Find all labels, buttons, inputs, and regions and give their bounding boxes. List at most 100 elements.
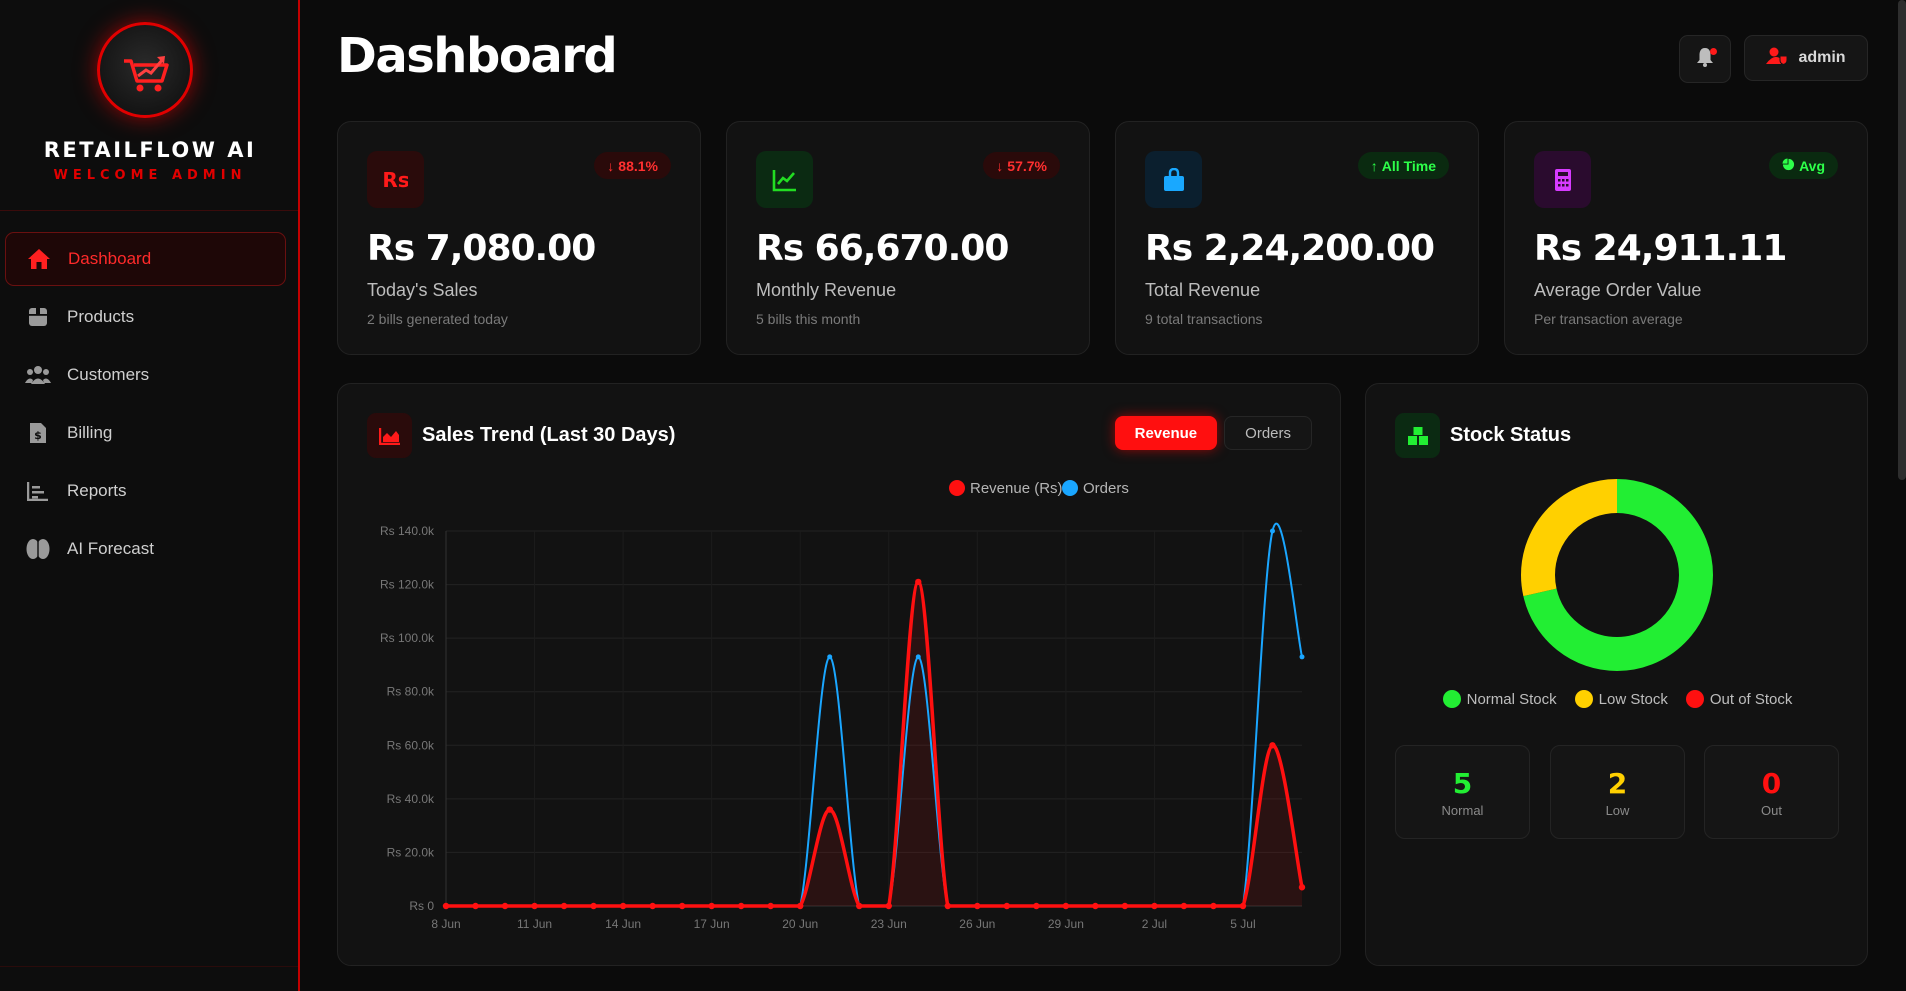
x-tick-label: 17 Jun — [694, 917, 730, 931]
revenue-point — [1298, 884, 1306, 891]
y-tick-label: Rs 60.0k — [387, 738, 435, 752]
legend-swatch — [949, 480, 965, 496]
stat-label: Average Order Value — [1534, 280, 1702, 300]
revenue-point — [915, 578, 922, 586]
legend-low-stock[interactable]: Low Stock — [1574, 690, 1668, 708]
stock-count-normal: 5 Normal — [1395, 745, 1530, 839]
stat-badge: Avg — [1769, 152, 1838, 179]
legend-label: Revenue (Rs) — [970, 480, 1063, 497]
sidebar-item-customers[interactable]: Customers — [5, 348, 286, 402]
x-tick-label: 11 Jun — [517, 917, 552, 931]
user-shield-icon — [1766, 47, 1788, 70]
revenue-point — [826, 806, 833, 813]
revenue-point — [1151, 902, 1158, 910]
revenue-point — [1003, 902, 1011, 910]
stat-subtext: 5 bills this month — [756, 311, 861, 327]
legend-normal-stock[interactable]: Normal Stock — [1442, 690, 1557, 708]
revenue-point — [442, 902, 450, 910]
orders-line — [446, 522, 1303, 907]
sidebar-item-label: Billing — [67, 423, 113, 442]
revenue-point — [1121, 902, 1129, 910]
boxes-icon — [1395, 413, 1440, 458]
users-icon — [25, 362, 51, 388]
page-title: Dashboard — [337, 28, 618, 84]
stat-badge-value: All Time — [1381, 157, 1436, 174]
donut-slice-low-stock[interactable] — [1521, 479, 1713, 671]
sales-trend-card: Rs 0 Rs 20.0k Rs 40.0k Rs 60.0k Rs 80.0k Rs 1… — [337, 383, 1341, 966]
stat-value: Rs 7,080.00 — [367, 228, 596, 269]
page-scrollbar[interactable] — [1898, 0, 1906, 480]
revenue-point — [1062, 902, 1070, 910]
legend-label: Normal Stock — [1466, 690, 1557, 708]
y-tick-label: Rs 0 — [409, 899, 434, 913]
box-icon — [25, 304, 51, 330]
stat-card-average-order: Avg Rs 24,911.11 Average Order Value Per… — [1504, 121, 1868, 355]
stat-card-today-sales: Rs ↓ 88.1% Rs 7,080.00 Today's Sales 2 b… — [337, 121, 701, 355]
user-name: admin — [1798, 49, 1846, 66]
y-tick-label: Rs 20.0k — [387, 845, 435, 859]
stat-value: Rs 2,24,200.00 — [1145, 228, 1435, 269]
legend-swatch — [1574, 690, 1593, 708]
svg-text:Rs: Rs — [384, 168, 408, 192]
stat-subtext: Per transaction average — [1534, 311, 1683, 327]
toggle-orders[interactable]: Orders — [1224, 416, 1312, 450]
legend-swatch — [1685, 690, 1704, 708]
notifications-button[interactable] — [1679, 35, 1731, 83]
sidebar-item-dashboard[interactable]: Dashboard — [5, 232, 286, 286]
sidebar-item-label: Customers — [67, 365, 150, 384]
chart-toggle-group: Revenue Orders — [1114, 416, 1312, 450]
revenue-point — [472, 902, 479, 910]
brand-logo — [97, 22, 193, 118]
home-icon — [26, 246, 52, 272]
x-tick-label: 20 Jun — [782, 917, 818, 931]
stat-badge: ↑ All Time — [1357, 152, 1449, 179]
x-tick-label: 26 Jun — [959, 917, 995, 931]
legend-label: Out of Stock — [1709, 690, 1793, 708]
stat-badge-value: Avg — [1799, 157, 1825, 174]
stock-count-low: 2 Low — [1550, 745, 1685, 839]
toggle-revenue[interactable]: Revenue — [1114, 416, 1218, 450]
stock-count-label: Out — [1761, 803, 1782, 818]
revenue-point — [1092, 902, 1099, 910]
legend-label: Low Stock — [1598, 690, 1668, 708]
sidebar-item-ai-forecast[interactable]: AI Forecast — [5, 522, 286, 576]
arrow-down-icon: ↓ — [996, 157, 1004, 174]
y-tick-label: Rs 40.0k — [387, 792, 435, 806]
stat-badge-value: 88.1% — [618, 157, 658, 174]
legend-out-of-stock[interactable]: Out of Stock — [1685, 690, 1793, 708]
x-tick-label: 2 Jul — [1142, 917, 1167, 931]
y-tick-label: Rs 100.0k — [380, 631, 435, 645]
orders-point — [1299, 654, 1305, 660]
stock-status-card: Stock Status Normal Stock Low Stock Out … — [1365, 383, 1868, 966]
stock-count-out: 0 Out — [1704, 745, 1839, 839]
revenue-point — [856, 902, 863, 910]
sales-trend-chart: Rs 0 Rs 20.0k Rs 40.0k Rs 60.0k Rs 80.0k Rs 1… — [380, 480, 1306, 931]
revenue-point — [1239, 902, 1247, 910]
sidebar-item-reports[interactable]: Reports — [5, 464, 286, 518]
stat-label: Monthly Revenue — [756, 280, 897, 300]
stat-badge: ↓ 57.7% — [983, 152, 1060, 179]
stock-count-label: Normal — [1441, 803, 1484, 818]
legend-label: Orders — [1083, 480, 1129, 497]
sidebar-divider — [0, 210, 298, 211]
revenue-point — [1269, 742, 1276, 749]
sidebar-item-products[interactable]: Products — [5, 290, 286, 344]
sidebar-item-billing[interactable]: $ Billing — [5, 406, 286, 460]
bell-icon — [1696, 47, 1714, 72]
stat-card-total-revenue: ↑ All Time Rs 2,24,200.00 Total Revenue … — [1115, 121, 1479, 355]
revenue-point — [767, 902, 774, 910]
cart-logo-icon — [124, 56, 169, 92]
brain-icon — [25, 536, 51, 562]
sidebar-item-label: AI Forecast — [67, 539, 154, 558]
revenue-point — [708, 902, 715, 910]
stock-count-value: 0 — [1761, 767, 1782, 800]
arrow-down-icon: ↓ — [607, 157, 615, 174]
stock-donut-chart — [1521, 479, 1713, 671]
revenue-point — [737, 902, 745, 910]
user-menu-button[interactable]: admin — [1744, 35, 1868, 81]
x-tick-label: 23 Jun — [871, 917, 907, 931]
sidebar-divider — [0, 966, 298, 967]
calculator-icon — [1534, 151, 1591, 208]
revenue-point — [885, 902, 892, 910]
revenue-point — [649, 902, 656, 910]
